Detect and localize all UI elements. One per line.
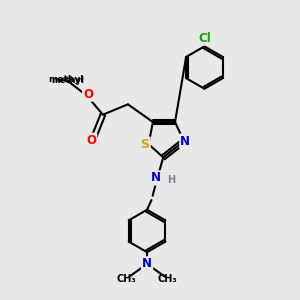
Text: O: O bbox=[83, 88, 93, 100]
Text: H: H bbox=[167, 175, 175, 185]
Text: methyl: methyl bbox=[48, 75, 84, 84]
Text: N: N bbox=[142, 257, 152, 271]
Text: N: N bbox=[151, 172, 161, 184]
Text: CH₃: CH₃ bbox=[158, 274, 178, 284]
Text: N: N bbox=[180, 135, 190, 148]
Text: S: S bbox=[140, 138, 149, 151]
Text: CH₃: CH₃ bbox=[117, 274, 136, 284]
Text: methyl: methyl bbox=[51, 76, 84, 85]
Text: Cl: Cl bbox=[198, 32, 211, 45]
Text: O: O bbox=[86, 134, 96, 147]
